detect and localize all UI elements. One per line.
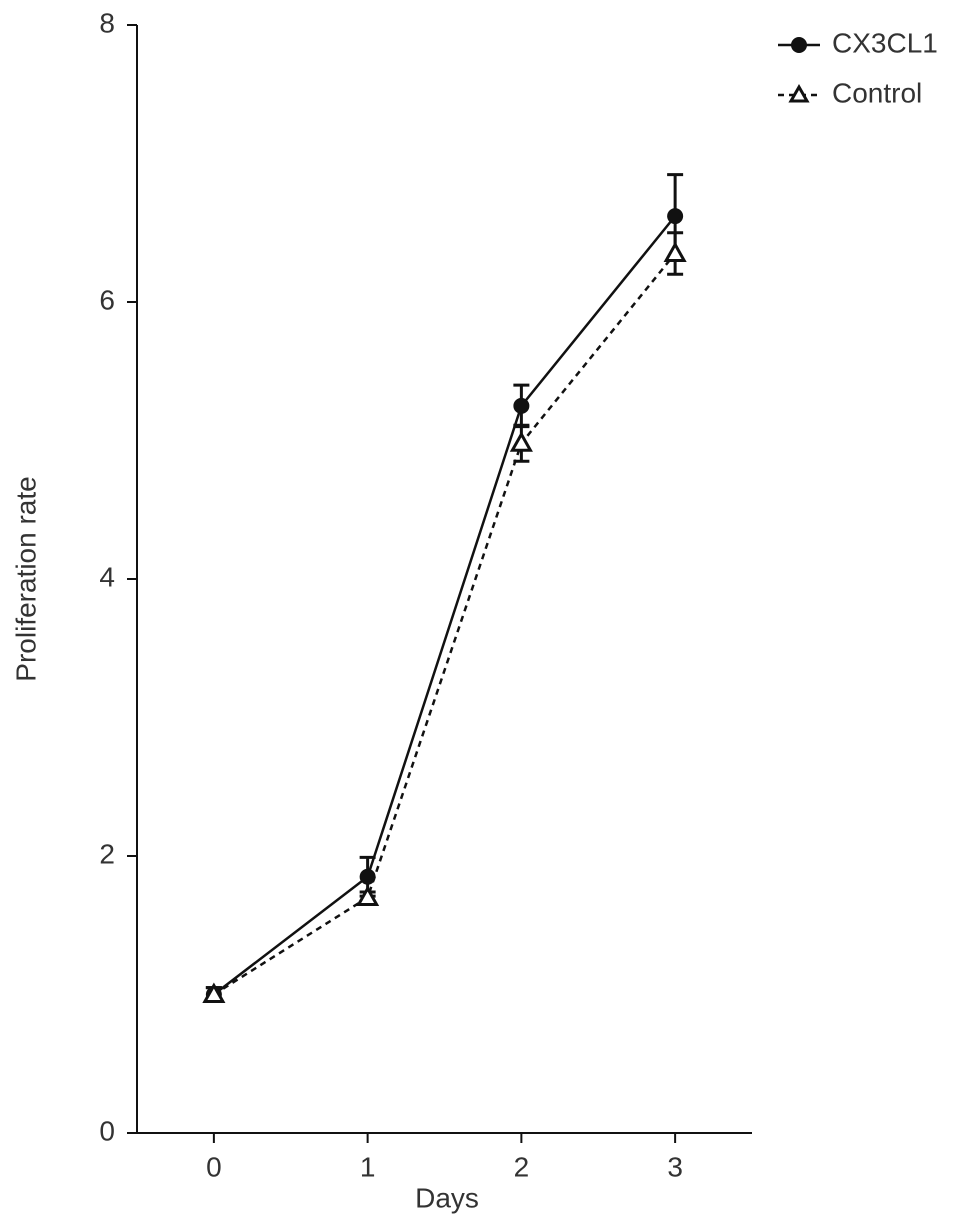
marker [356, 885, 380, 907]
x-tick-label: 1 [360, 1151, 376, 1182]
series-line [213, 215, 677, 996]
marker [513, 397, 530, 414]
marker [667, 208, 684, 225]
x-tick-label: 2 [514, 1151, 530, 1182]
marker [663, 241, 687, 263]
y-tick-label: 6 [99, 284, 115, 315]
legend-marker [788, 83, 810, 103]
marker [509, 431, 533, 452]
x-tick-label: 3 [667, 1151, 683, 1182]
series-line [213, 252, 677, 996]
legend-label: CX3CL1 [832, 27, 938, 58]
marker [202, 982, 226, 1003]
legend-marker [791, 37, 807, 53]
y-axis-label: Proliferation rate [10, 476, 41, 681]
legend-label: Control [832, 77, 922, 108]
y-tick-label: 8 [99, 7, 115, 38]
y-tick-label: 0 [99, 1115, 115, 1146]
x-axis-label: Days [415, 1182, 479, 1213]
x-tick-label: 0 [206, 1151, 222, 1182]
marker [359, 868, 376, 885]
y-tick-label: 4 [99, 561, 115, 592]
y-tick-label: 2 [99, 838, 115, 869]
